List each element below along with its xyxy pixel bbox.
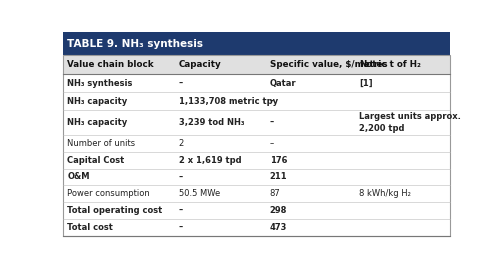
Text: NH₃ synthesis: NH₃ synthesis [67, 79, 132, 88]
Text: 8 kWh/kg H₂: 8 kWh/kg H₂ [359, 189, 411, 198]
Text: NH₃ capacity: NH₃ capacity [67, 118, 128, 127]
FancyBboxPatch shape [62, 55, 450, 74]
Text: 211: 211 [270, 173, 287, 182]
Text: 3,239 tod NH₃: 3,239 tod NH₃ [179, 118, 244, 127]
Text: 176: 176 [270, 156, 287, 165]
Text: Notes: Notes [359, 60, 388, 69]
Text: Total cost: Total cost [67, 223, 113, 232]
Text: TABLE 9. NH₃ synthesis: TABLE 9. NH₃ synthesis [67, 38, 203, 48]
Text: –: – [179, 173, 183, 182]
Text: Number of units: Number of units [67, 139, 136, 148]
Text: –: – [270, 118, 274, 127]
Text: NH₃ capacity: NH₃ capacity [67, 97, 128, 106]
Text: O&M: O&M [67, 173, 90, 182]
FancyBboxPatch shape [62, 32, 450, 55]
Text: 50.5 MWe: 50.5 MWe [179, 189, 220, 198]
Text: –: – [270, 139, 274, 148]
Text: Power consumption: Power consumption [67, 189, 150, 198]
Text: 473: 473 [270, 223, 287, 232]
Text: –: – [270, 97, 274, 106]
Text: Total operating cost: Total operating cost [67, 206, 162, 215]
Text: –: – [179, 79, 183, 88]
Text: Capacity: Capacity [179, 60, 222, 69]
Text: Qatar: Qatar [270, 79, 296, 88]
Text: 87: 87 [270, 189, 280, 198]
Text: 1,133,708 metric tpy: 1,133,708 metric tpy [179, 97, 278, 106]
Text: 2: 2 [179, 139, 184, 148]
Text: –: – [179, 223, 183, 232]
Text: [1]: [1] [359, 79, 372, 88]
Text: 2 x 1,619 tpd: 2 x 1,619 tpd [179, 156, 242, 165]
Text: Capital Cost: Capital Cost [67, 156, 124, 165]
Text: 298: 298 [270, 206, 287, 215]
Text: –: – [179, 206, 183, 215]
Text: Value chain block: Value chain block [67, 60, 154, 69]
Text: Specific value, $/metric t of H₂: Specific value, $/metric t of H₂ [270, 60, 420, 69]
Text: Largest units approx.
2,200 tpd: Largest units approx. 2,200 tpd [359, 112, 461, 132]
